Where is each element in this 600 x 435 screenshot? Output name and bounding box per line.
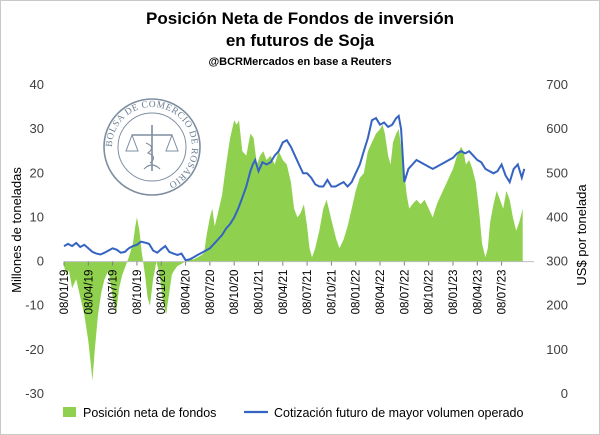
x-tick-label: 08/10/20 [229, 270, 241, 315]
x-tick-label: 08/01/23 [448, 270, 460, 315]
legend-label-futures-price: Cotización futuro de mayor volumen opera… [274, 406, 523, 420]
x-tick-label: 08/01/19 [59, 270, 71, 315]
chart-subtitle: @BCRMercados en base a Reuters [208, 56, 391, 68]
y-right-tick-label: 500 [546, 165, 568, 180]
x-tick-label: 08/04/23 [472, 270, 484, 315]
x-tick-label: 08/10/22 [424, 270, 436, 315]
futures-price-line [63, 113, 526, 262]
y-right-tick-label: 300 [546, 254, 568, 269]
x-tick-label: 08/10/21 [326, 270, 338, 315]
x-tick-label: 08/07/22 [399, 270, 411, 315]
y-axis-right-title: US$ por tonelada [574, 184, 589, 286]
x-tick-label: 08/01/21 [253, 270, 265, 315]
y-left-tick-label: -20 [25, 342, 44, 357]
x-tick-label: 08/01/20 [156, 270, 168, 315]
x-tick-label: 08/04/19 [83, 270, 95, 315]
y-axis-left-title: Millones de toneladas [9, 167, 24, 293]
chart-title-line1: Posición Neta de Fondos de inversión [146, 9, 454, 28]
y-right-tick-label: 100 [546, 342, 568, 357]
x-tick-label: 08/07/19 [108, 270, 120, 315]
legend-swatch-net-position [63, 407, 76, 417]
net-position-area [64, 120, 523, 381]
x-tick-label: 08/07/23 [497, 270, 509, 315]
y-right-tick-label: 600 [546, 121, 568, 136]
y-right-tick-label: 0 [561, 386, 568, 401]
legend-label-net-position: Posición neta de fondos [83, 406, 216, 420]
legend: Posición neta de fondos Cotización futur… [63, 406, 523, 420]
y-left-tick-label: -10 [25, 298, 44, 313]
y-left-tick-label: 10 [30, 209, 44, 224]
x-tick-label: 08/01/22 [351, 270, 363, 315]
y-left-tick-label: -30 [25, 386, 44, 401]
y-left-tick-label: 30 [30, 121, 44, 136]
y-left-tick-label: 0 [37, 254, 44, 269]
y-right-tick-label: 200 [546, 298, 568, 313]
plot-area [63, 113, 526, 381]
y-right-tick-label: 700 [546, 77, 568, 92]
y-left-tick-label: 20 [30, 165, 44, 180]
x-axis-ticks: 08/01/19 08/04/19 08/07/19 08/10/19 08/01/20… [59, 261, 509, 315]
y-right-tick-label: 400 [546, 209, 568, 224]
y-left-tick-label: 40 [30, 77, 44, 92]
x-tick-label: 08/10/19 [132, 270, 144, 315]
chart-title-line2: en futuros de Soja [226, 31, 375, 50]
x-tick-label: 08/04/22 [375, 270, 387, 315]
x-tick-label: 08/04/21 [278, 270, 290, 315]
x-tick-label: 08/07/20 [205, 270, 217, 315]
x-tick-label: 08/04/20 [181, 270, 193, 315]
x-tick-label: 08/07/21 [302, 270, 314, 315]
rosario-seal-logo: BOLSA DE COMERCIO DE ROSARIO [103, 98, 201, 196]
